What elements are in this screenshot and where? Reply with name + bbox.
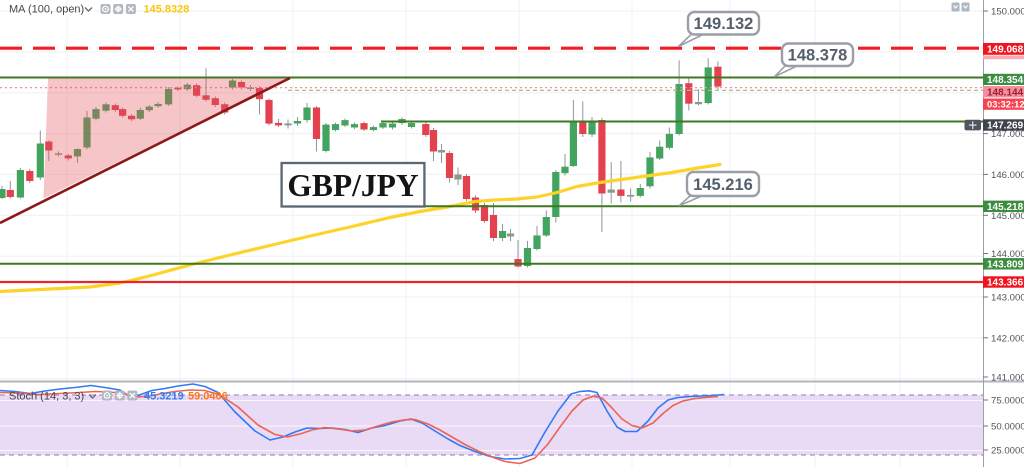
svg-text:03:32:12: 03:32:12 (987, 99, 1024, 110)
svg-text:25.0000: 25.0000 (991, 446, 1024, 457)
svg-text:Stoch (14, 3, 3): Stoch (14, 3, 3) (9, 391, 84, 403)
svg-text:150.000: 150.000 (991, 7, 1024, 18)
svg-text:145.218: 145.218 (987, 202, 1024, 213)
svg-text:146.000: 146.000 (991, 170, 1024, 181)
svg-text:141.000: 141.000 (991, 373, 1024, 384)
svg-text:147.000: 147.000 (991, 129, 1024, 140)
svg-text:143.000: 143.000 (991, 293, 1024, 304)
svg-text:147.269: 147.269 (987, 121, 1024, 132)
svg-text:MA (100, open): MA (100, open) (9, 4, 84, 16)
svg-text:149.068: 149.068 (987, 45, 1024, 56)
svg-text:149.132: 149.132 (694, 15, 754, 33)
svg-text:144.000: 144.000 (991, 249, 1024, 260)
svg-text:45.3219: 45.3219 (144, 391, 184, 403)
svg-text:145.8328: 145.8328 (144, 4, 190, 16)
svg-text:143.366: 143.366 (987, 278, 1024, 289)
svg-text:148.144: 148.144 (987, 87, 1024, 98)
svg-text:59.0406: 59.0406 (188, 391, 228, 403)
svg-text:145.000: 145.000 (991, 211, 1024, 222)
svg-text:75.0000: 75.0000 (991, 396, 1024, 407)
svg-text:GBP/JPY: GBP/JPY (287, 168, 418, 203)
svg-text:148.354: 148.354 (987, 75, 1024, 86)
svg-text:142.000: 142.000 (991, 333, 1024, 344)
svg-text:145.216: 145.216 (693, 176, 753, 194)
svg-text:143.809: 143.809 (987, 259, 1024, 270)
svg-text:148.378: 148.378 (788, 47, 848, 65)
svg-text:50.0000: 50.0000 (991, 422, 1024, 433)
